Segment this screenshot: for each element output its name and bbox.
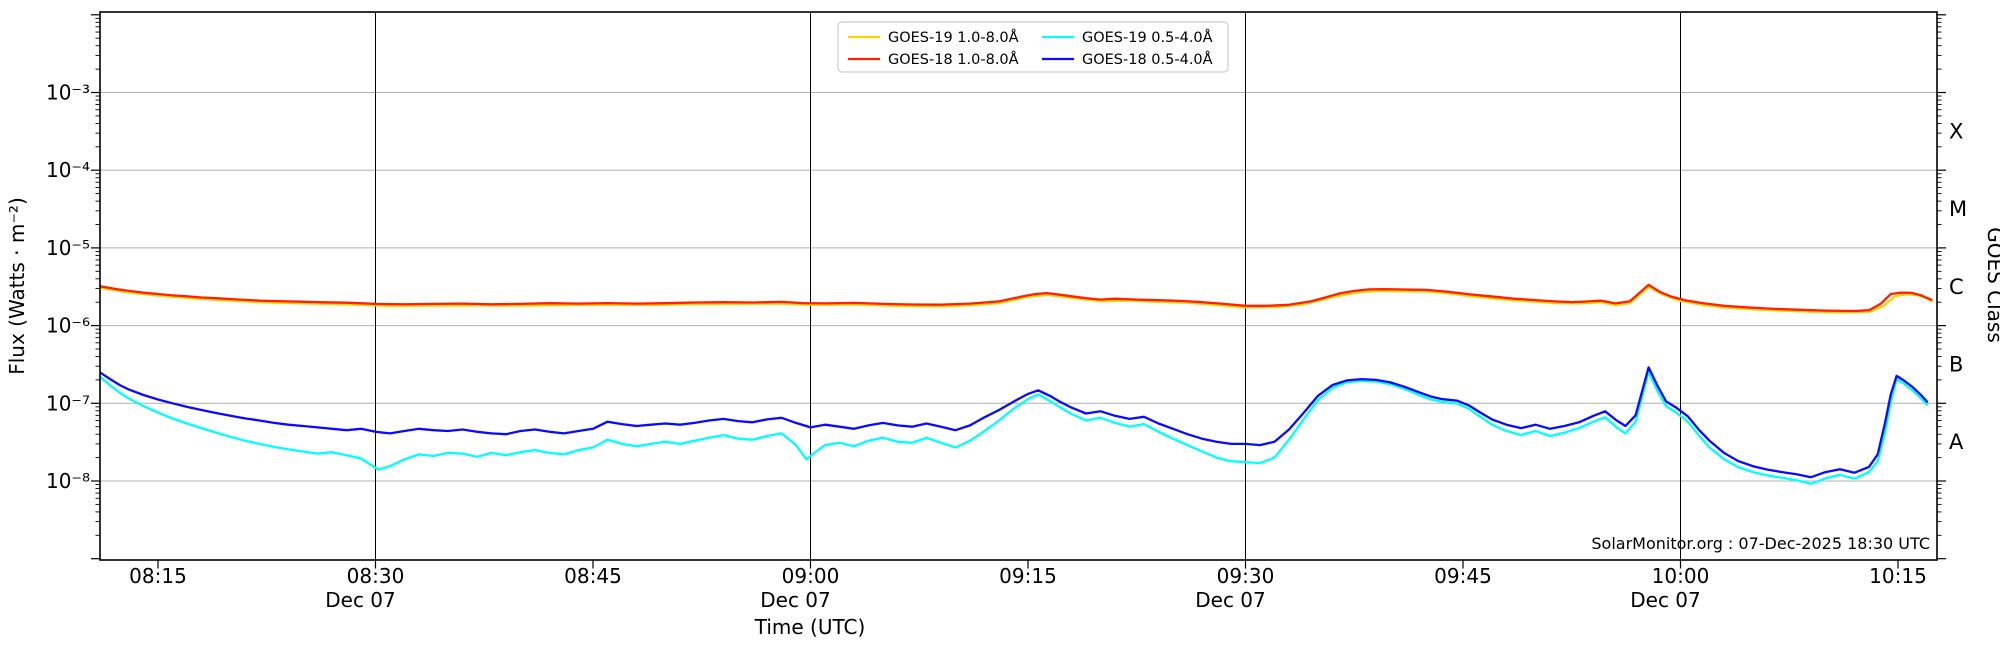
goes-class-letter-a: A	[1949, 430, 1964, 454]
series-line-goes18-long	[100, 283, 1933, 313]
legend-label-goes18-short: GOES-18 0.5-4.0Å	[1082, 51, 1213, 68]
y-tick-label: 10⁻⁶	[46, 314, 90, 338]
legend: GOES-19 1.0-8.0Å GOES-18 1.0-8.0Å GOES-1…	[837, 21, 1229, 73]
x-date-sublabel: Dec 07	[325, 588, 396, 612]
x-tick-label: 08:15	[129, 564, 187, 588]
x-tick-label: 09:45	[1434, 564, 1492, 588]
series-line-goes19-short	[100, 370, 1929, 485]
x-tick-label: 08:30	[347, 564, 405, 588]
y-tick-label: 10⁻³	[46, 81, 90, 105]
x-tick-label: 08:45	[564, 564, 622, 588]
goes-class-letter-c: C	[1949, 275, 1964, 299]
legend-label-goes19-long: GOES-19 1.0-8.0Å	[888, 29, 1019, 46]
x-axis-label: Time (UTC)	[754, 615, 866, 639]
y-tick-label: 10⁻⁷	[46, 391, 90, 415]
legend-box	[837, 21, 1229, 73]
series-curves-group	[100, 283, 1933, 485]
x-tick-label: 09:00	[782, 564, 840, 588]
goes-class-letters-group: X M C B A	[1949, 119, 1967, 454]
x-tick-label: 09:30	[1217, 564, 1275, 588]
x-date-sublabel: Dec 07	[1195, 588, 1266, 612]
legend-label-goes19-short: GOES-19 0.5-4.0Å	[1082, 29, 1213, 46]
y-axis-label-left: Flux (Watts · m⁻²)	[5, 197, 29, 375]
y-tick-labels-group: 10⁻³ 10⁻⁴ 10⁻⁵ 10⁻⁶ 10⁻⁷ 10⁻⁸	[46, 81, 90, 494]
series-line-goes18-short	[100, 366, 1929, 479]
gridlines-group	[100, 92, 1937, 482]
x-date-sublabel: Dec 07	[760, 588, 831, 612]
y-tick-label: 10⁻⁵	[46, 236, 90, 260]
y-axis-label-right: GOES Class	[1983, 227, 2000, 343]
y-tick-label: 10⁻⁸	[46, 469, 90, 493]
x-tick-label: 10:15	[1869, 564, 1927, 588]
axis-ticks-group	[91, 14, 1946, 569]
goes-class-letter-m: M	[1949, 197, 1967, 221]
series-line-goes19-long	[100, 285, 1933, 314]
source-annotation: SolarMonitor.org : 07-Dec-2025 18:30 UTC	[1591, 534, 1930, 553]
x-date-sublabel: Dec 07	[1630, 588, 1701, 612]
goes-class-letter-x: X	[1949, 119, 1963, 143]
goes-class-letter-b: B	[1949, 352, 1963, 376]
legend-label-goes18-long: GOES-18 1.0-8.0Å	[888, 51, 1019, 68]
x-tick-label: 09:15	[999, 564, 1057, 588]
plot-frame	[99, 11, 1938, 561]
y-tick-label: 10⁻⁴	[46, 158, 90, 182]
x-tick-label: 10:00	[1652, 564, 1710, 588]
